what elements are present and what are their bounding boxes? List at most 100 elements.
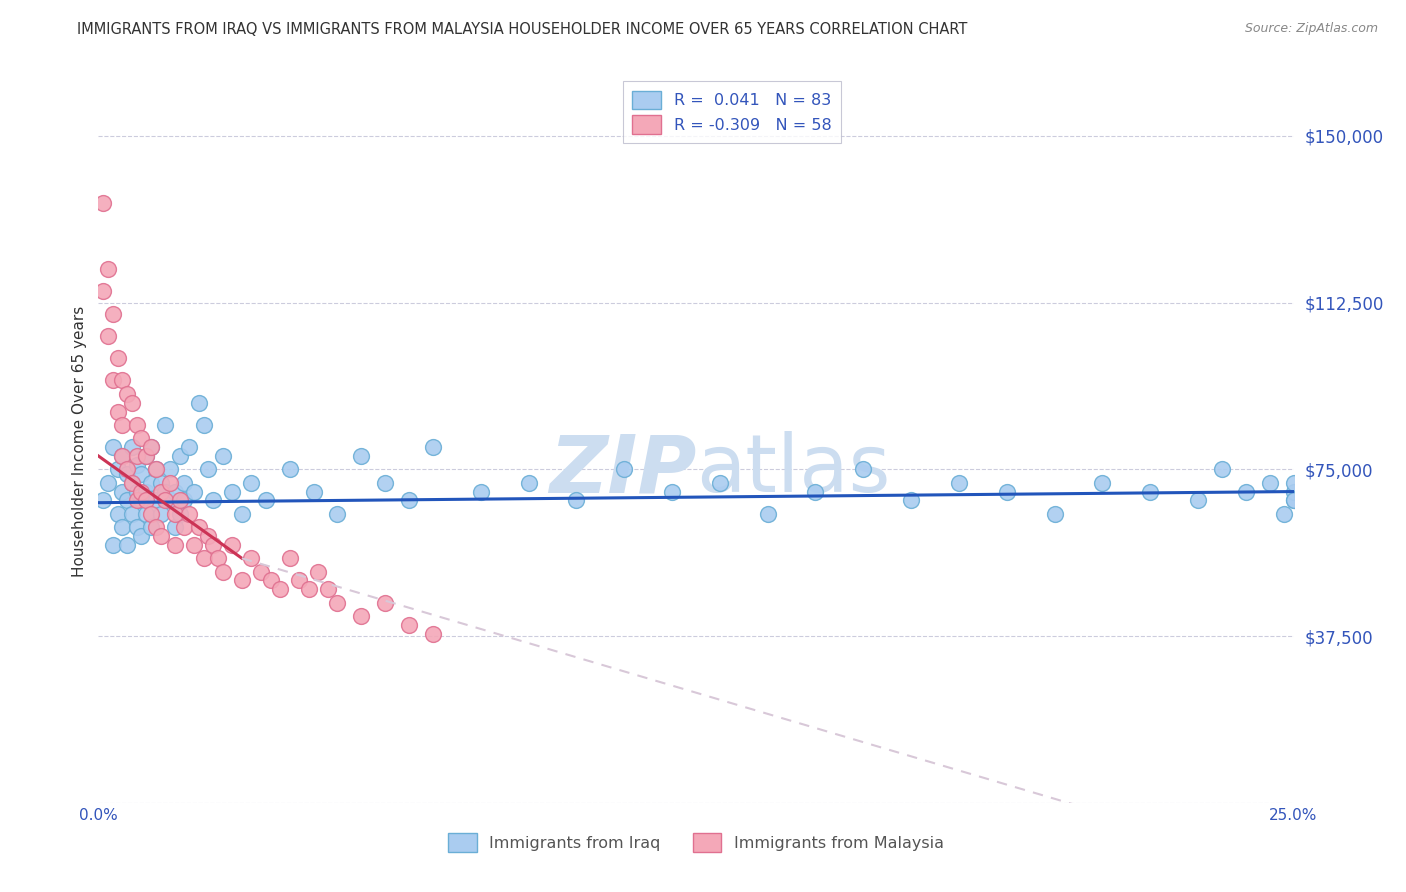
Point — [149, 529, 172, 543]
Point — [231, 574, 253, 588]
Point — [169, 449, 191, 463]
Point — [173, 493, 195, 508]
Point — [163, 538, 186, 552]
Point — [278, 462, 301, 476]
Point — [1282, 484, 1305, 499]
Point — [101, 440, 124, 454]
Point — [107, 404, 129, 418]
Point — [211, 449, 233, 463]
Y-axis label: Householder Income Over 65 years: Householder Income Over 65 years — [72, 306, 87, 577]
Point — [173, 520, 195, 534]
Point — [125, 520, 148, 534]
Point — [149, 507, 172, 521]
Point — [131, 467, 153, 481]
Point — [1282, 493, 1305, 508]
Legend: Immigrants from Iraq, Immigrants from Malaysia: Immigrants from Iraq, Immigrants from Ma… — [440, 825, 952, 860]
Point — [207, 551, 229, 566]
Point — [1234, 484, 1257, 499]
Point — [135, 484, 157, 499]
Point — [398, 618, 420, 632]
Point — [115, 538, 138, 552]
Point — [852, 462, 875, 476]
Point — [422, 440, 444, 454]
Point — [1091, 475, 1114, 490]
Point — [131, 484, 153, 499]
Point — [125, 449, 148, 463]
Point — [298, 582, 321, 597]
Point — [709, 475, 731, 490]
Point — [211, 565, 233, 579]
Text: Source: ZipAtlas.com: Source: ZipAtlas.com — [1244, 22, 1378, 36]
Point — [517, 475, 540, 490]
Point — [139, 440, 162, 454]
Point — [125, 458, 148, 472]
Point — [202, 538, 225, 552]
Point — [187, 395, 209, 409]
Point — [183, 538, 205, 552]
Point — [111, 449, 134, 463]
Point — [374, 475, 396, 490]
Point — [240, 551, 263, 566]
Point — [169, 493, 191, 508]
Point — [135, 507, 157, 521]
Point — [163, 520, 186, 534]
Point — [111, 449, 134, 463]
Point — [565, 493, 588, 508]
Point — [1272, 507, 1295, 521]
Point — [131, 493, 153, 508]
Point — [97, 475, 120, 490]
Point — [159, 475, 181, 490]
Point — [131, 529, 153, 543]
Point — [269, 582, 291, 597]
Point — [250, 565, 273, 579]
Point — [221, 538, 243, 552]
Point — [111, 373, 134, 387]
Point — [179, 440, 201, 454]
Point — [155, 493, 177, 508]
Point — [197, 462, 219, 476]
Point — [107, 507, 129, 521]
Point — [135, 449, 157, 463]
Point — [288, 574, 311, 588]
Point — [326, 596, 349, 610]
Point — [193, 551, 215, 566]
Point — [163, 507, 186, 521]
Point — [1282, 475, 1305, 490]
Point — [115, 462, 138, 476]
Point — [470, 484, 492, 499]
Text: atlas: atlas — [696, 432, 890, 509]
Point — [307, 565, 329, 579]
Point — [197, 529, 219, 543]
Point — [107, 462, 129, 476]
Point — [111, 484, 134, 499]
Point — [91, 493, 114, 508]
Point — [613, 462, 636, 476]
Point — [125, 484, 148, 499]
Point — [316, 582, 339, 597]
Point — [101, 307, 124, 321]
Point — [149, 475, 172, 490]
Point — [121, 395, 143, 409]
Point — [183, 484, 205, 499]
Point — [135, 493, 157, 508]
Point — [193, 417, 215, 432]
Point — [804, 484, 827, 499]
Point — [163, 484, 186, 499]
Point — [91, 195, 114, 210]
Point — [97, 262, 120, 277]
Point — [221, 484, 243, 499]
Point — [326, 507, 349, 521]
Text: ZIP: ZIP — [548, 432, 696, 509]
Point — [1258, 475, 1281, 490]
Point — [202, 493, 225, 508]
Point — [398, 493, 420, 508]
Point — [121, 475, 143, 490]
Point — [1187, 493, 1209, 508]
Point — [374, 596, 396, 610]
Point — [155, 484, 177, 499]
Point — [350, 609, 373, 624]
Point — [661, 484, 683, 499]
Point — [240, 475, 263, 490]
Point — [169, 507, 191, 521]
Point — [756, 507, 779, 521]
